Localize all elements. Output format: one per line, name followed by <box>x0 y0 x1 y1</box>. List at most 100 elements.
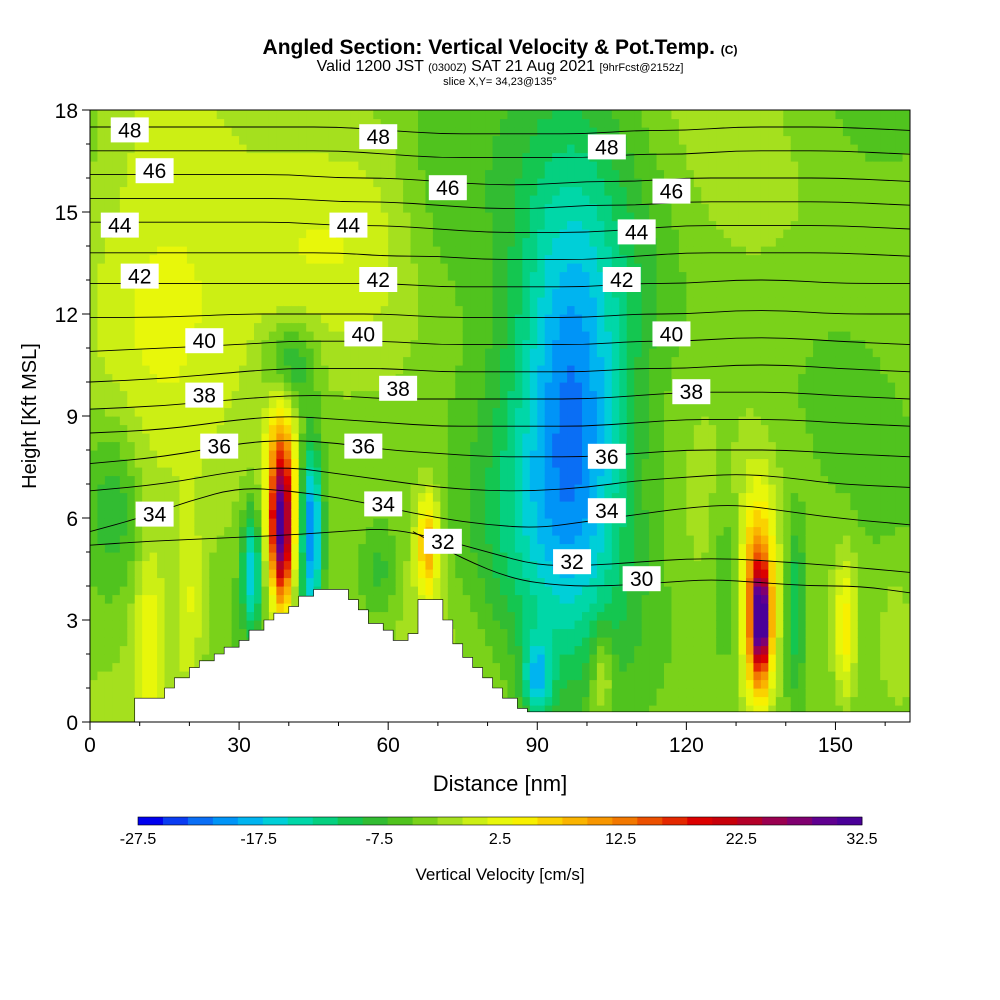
heat-cell <box>529 169 538 179</box>
heat-cell <box>507 195 516 205</box>
heat-cell <box>261 552 270 562</box>
heat-cell <box>470 356 479 366</box>
heat-cell <box>149 288 158 298</box>
heat-cell <box>306 569 315 579</box>
heat-cell <box>492 365 501 375</box>
heat-cell <box>216 305 225 315</box>
heat-cell <box>604 662 613 672</box>
heat-cell <box>544 424 553 434</box>
heat-cell <box>254 254 263 264</box>
heat-cell <box>112 305 121 315</box>
heat-cell <box>179 297 188 307</box>
heat-cell <box>418 254 427 264</box>
heat-cell <box>246 186 255 196</box>
heat-cell <box>544 484 553 494</box>
heat-cell <box>186 509 195 519</box>
heat-cell <box>529 186 538 196</box>
heat-cell <box>291 407 300 417</box>
heat-cell <box>477 212 486 222</box>
heat-cell <box>157 526 166 536</box>
heat-cell <box>246 356 255 366</box>
heat-cell <box>373 110 382 120</box>
heat-cell <box>164 220 173 230</box>
heat-cell <box>388 467 397 477</box>
heat-cell <box>470 246 479 256</box>
heat-cell <box>462 314 471 324</box>
heat-cell <box>239 450 248 460</box>
heat-cell <box>201 569 210 579</box>
heat-cell <box>529 135 538 145</box>
heat-cell <box>186 467 195 477</box>
heat-cell <box>97 509 106 519</box>
heat-cell <box>336 433 345 443</box>
heat-cell <box>477 637 486 647</box>
heat-cell <box>90 637 99 647</box>
heat-cell <box>514 390 523 400</box>
heat-cell <box>306 543 315 553</box>
heat-cell <box>604 705 613 715</box>
heat-cell <box>492 263 501 273</box>
heat-cell <box>127 450 136 460</box>
heat-cell <box>194 424 203 434</box>
heat-cell <box>589 373 598 383</box>
heat-cell <box>90 441 99 451</box>
heat-cell <box>574 127 583 137</box>
heat-cell <box>552 339 561 349</box>
heat-cell <box>514 322 523 332</box>
heat-cell <box>306 203 315 213</box>
heat-cell <box>157 671 166 681</box>
heat-cell <box>418 169 427 179</box>
heat-cell <box>306 237 315 247</box>
heat-cell <box>246 382 255 392</box>
heat-cell <box>164 416 173 426</box>
heat-cell <box>432 467 441 477</box>
heat-cell <box>492 450 501 460</box>
heat-cell <box>410 271 419 281</box>
heat-cell <box>418 237 427 247</box>
heat-cell <box>596 118 605 128</box>
heat-cell <box>328 518 337 528</box>
heat-cell <box>425 475 434 485</box>
heat-cell <box>127 322 136 332</box>
heat-cell <box>380 220 389 230</box>
heat-cell <box>261 416 270 426</box>
heat-cell <box>194 203 203 213</box>
heat-cell <box>418 212 427 222</box>
heat-cell <box>164 526 173 536</box>
heat-cell <box>343 135 352 145</box>
heat-cell <box>224 280 233 290</box>
heat-cell <box>149 135 158 145</box>
heat-cell <box>514 135 523 145</box>
heat-cell <box>97 518 106 528</box>
heat-cell <box>522 662 531 672</box>
heat-cell <box>477 305 486 315</box>
heat-cell <box>418 560 427 570</box>
heat-cell <box>537 611 546 621</box>
heat-cell <box>127 475 136 485</box>
heat-cell <box>194 254 203 264</box>
heat-cell <box>447 271 456 281</box>
heat-cell <box>425 305 434 315</box>
heat-cell <box>500 671 509 681</box>
heat-cell <box>276 331 285 341</box>
heat-cell <box>552 348 561 358</box>
heat-cell <box>328 526 337 536</box>
heat-cell <box>440 458 449 468</box>
heat-cell <box>90 169 99 179</box>
heat-cell <box>485 118 494 128</box>
heat-cell <box>134 110 143 120</box>
heat-cell <box>127 492 136 502</box>
heat-cell <box>134 484 143 494</box>
heat-cell <box>90 399 99 409</box>
heat-cell <box>522 552 531 562</box>
heat-cell <box>268 475 277 485</box>
heat-cell <box>596 161 605 171</box>
heat-cell <box>179 288 188 298</box>
heat-cell <box>298 152 307 162</box>
heat-cell <box>380 305 389 315</box>
heat-cell <box>149 611 158 621</box>
heat-cell <box>343 492 352 502</box>
heat-cell <box>164 450 173 460</box>
heat-cell <box>127 203 136 213</box>
heat-cell <box>544 433 553 443</box>
